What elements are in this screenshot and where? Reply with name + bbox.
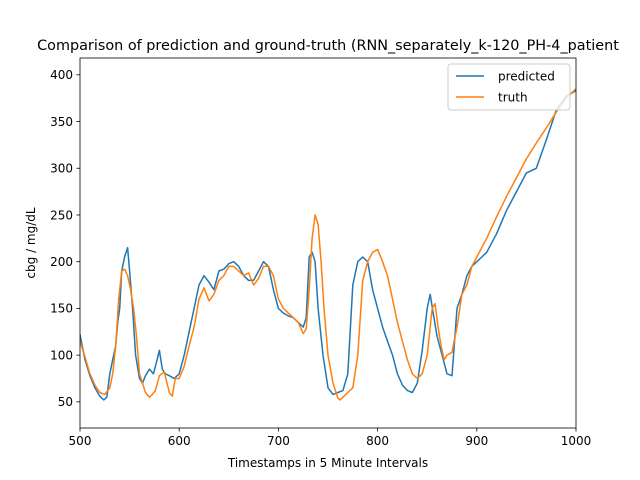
legend-label-truth: truth [498, 91, 528, 105]
y-tick-label: 300 [50, 162, 73, 176]
legend: predicted truth [447, 63, 571, 111]
y-axis-label: cbg / mg/dL [24, 207, 38, 278]
plot-frame [79, 57, 577, 429]
y-tick-label: 100 [50, 348, 73, 362]
y-tick-label: 200 [50, 255, 73, 269]
x-axis-label: Timestamps in 5 Minute Intervals [227, 456, 428, 470]
y-tick-label: 400 [50, 68, 73, 82]
y-tick-label: 350 [50, 115, 73, 129]
legend-label-predicted: predicted [498, 70, 555, 84]
x-tick-label: 900 [465, 434, 488, 448]
y-tick-label: 50 [58, 395, 73, 409]
x-tick-label: 1000 [561, 434, 592, 448]
y-tick-label: 250 [50, 208, 73, 222]
chart-title: Comparison of prediction and ground-trut… [37, 38, 619, 54]
x-tick-label: 500 [69, 434, 92, 448]
series-line-predicted [80, 89, 576, 401]
y-tick-label: 150 [50, 302, 73, 316]
series-line-truth [80, 88, 576, 401]
x-tick-label: 600 [168, 434, 191, 448]
x-tick-label: 700 [267, 434, 290, 448]
x-tick-label: 800 [366, 434, 389, 448]
